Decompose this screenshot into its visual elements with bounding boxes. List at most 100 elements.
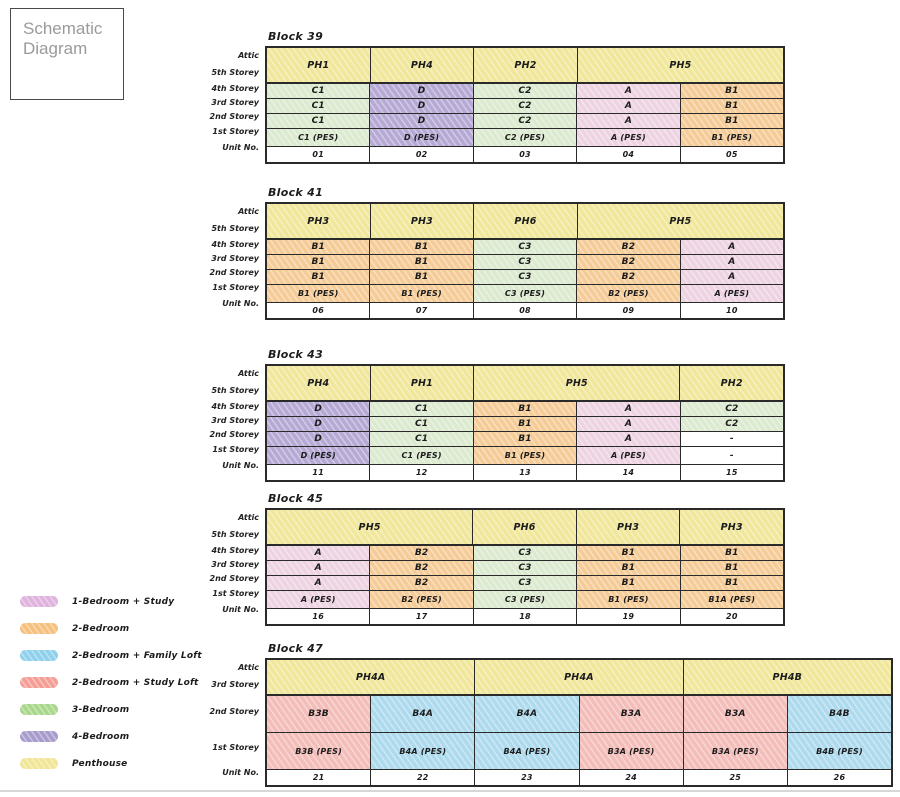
- block-block-45: Block 45 Attic 5th Storey 4th Storey 3rd Sto…: [210, 492, 785, 626]
- unit-number-cell: 21: [267, 770, 371, 785]
- storey-labels: Attic 3rd Storey 2nd Storey 1st Storey Unit …: [197, 659, 259, 780]
- unit-type-cell: C2: [472, 84, 577, 98]
- penthouse-label: PH1: [410, 377, 433, 389]
- unit-type-cell: B1 (PES): [576, 591, 680, 608]
- penthouse-cell: PH4B: [682, 660, 891, 694]
- storey-row: D (PES) C1 (PES) B1 (PES) A (PES) -: [267, 446, 784, 464]
- unit-type-label: B4A (PES): [503, 746, 551, 756]
- unit-type-label: D: [417, 116, 426, 126]
- unit-type-label: B1: [414, 257, 429, 267]
- penthouse-label: PH6: [514, 215, 537, 227]
- unit-type-cell: A (PES): [576, 129, 680, 146]
- unit-type-cell: A: [679, 255, 784, 269]
- unit-number: 06: [312, 306, 324, 315]
- unit-number: 17: [415, 612, 428, 621]
- unit-type-label: C1 (PES): [298, 133, 339, 142]
- storey-label: 1st Storey: [212, 445, 259, 454]
- storey-row: B3B B4A B4A B3A B3A B4B: [267, 694, 892, 732]
- unit-number-cell: 04: [576, 147, 680, 162]
- penthouse-label: PH4A: [564, 671, 594, 683]
- unit-type-label: C3: [518, 548, 532, 558]
- unit-number-cell: 03: [472, 147, 577, 162]
- unit-type-cell: B1: [472, 432, 577, 446]
- unit-type-label: B1: [725, 578, 739, 588]
- storey-row: A B2 C3 B1 B1: [267, 544, 784, 560]
- penthouse-cell: PH5: [576, 204, 783, 238]
- unit-type-cell: B1: [679, 576, 784, 590]
- unit-type-label: B1 (PES): [297, 289, 339, 298]
- unit-type-cell: C1 (PES): [267, 129, 370, 146]
- unit-number-cell: 13: [472, 465, 577, 480]
- unit-number-row: 11 12 13 14 15: [267, 464, 784, 480]
- unit-type-label: B3A: [620, 709, 642, 719]
- unit-number: 15: [726, 468, 738, 477]
- unit-type-cell: D (PES): [267, 447, 370, 464]
- penthouse-cell: PH1: [369, 366, 474, 400]
- unit-type-label: B4B: [829, 709, 850, 719]
- penthouse-cell: PH3: [369, 204, 474, 238]
- block-title: Block 47: [268, 642, 324, 655]
- penthouse-label: PH4A: [355, 671, 386, 683]
- penthouse-row: PH1 PH4 PH2 PH5: [267, 48, 783, 82]
- unit-type-label: B1: [725, 101, 739, 111]
- schematic-table: PH5 PH6 PH3 PH3 A B2 C3 B1 B1 A B2 C3 B1 B1 A B2 C3 B1 B1 A…: [265, 508, 785, 626]
- unit-type-cell: B2: [369, 546, 473, 560]
- unit-type-cell: B1 (PES): [472, 447, 577, 464]
- storey-label: Attic: [238, 663, 259, 672]
- unit-type-label: B2: [414, 578, 429, 588]
- unit-type-label: B1: [621, 578, 636, 588]
- unit-number-cell: 11: [267, 465, 370, 480]
- unit-number-cell: 06: [267, 303, 370, 318]
- unit-type-cell: B2 (PES): [576, 285, 680, 302]
- penthouse-cell: PH1: [267, 48, 370, 82]
- unit-type-label: C1: [414, 404, 429, 414]
- unit-number-row: 16 17 18 19 20: [267, 608, 784, 624]
- unit-number-cell: 25: [682, 770, 787, 785]
- unit-number-cell: 20: [679, 609, 784, 624]
- unit-type-label: A: [314, 563, 322, 573]
- penthouse-cell: PH6: [472, 510, 576, 544]
- unit-type-label: B2: [621, 272, 636, 282]
- unit-number-cell: 07: [369, 303, 473, 318]
- storey-label: 3rd Storey: [211, 97, 259, 107]
- penthouse-cell: PH2: [473, 48, 577, 82]
- bottom-divider: [0, 790, 900, 792]
- attic-band-labels: Attic 5th Storey: [197, 365, 259, 399]
- unit-type-cell: A (PES): [267, 591, 370, 608]
- unit-no-label: Unit No.: [222, 768, 259, 777]
- legend-item: 2-Bedroom + Family Loft: [20, 642, 202, 669]
- legend-label: 2-Bedroom + Family Loft: [72, 650, 202, 661]
- penthouse-row: PH4A PH4A PH4B: [267, 660, 891, 694]
- penthouse-label: PH3: [617, 521, 640, 533]
- unit-type-label: B1 (PES): [711, 133, 753, 142]
- unit-no-label: Unit No.: [222, 605, 259, 614]
- storey-label: 3rd Storey: [211, 253, 259, 263]
- unit-type-cell: B4A: [474, 696, 579, 732]
- penthouse-row: PH5 PH6 PH3 PH3: [267, 510, 783, 544]
- storey-label: 1st Storey: [212, 742, 259, 752]
- storey-row: B1 B1 C3 B2 A: [267, 269, 784, 284]
- unit-number-row: 01 02 03 04 05: [267, 146, 784, 162]
- unit-type-cell: B1: [369, 240, 473, 254]
- unit-type-cell: D: [369, 114, 473, 128]
- unit-number: 21: [312, 773, 325, 782]
- penthouse-label: PH4B: [772, 671, 803, 683]
- storey-label: 1st Storey: [212, 283, 259, 292]
- legend-label: 4-Bedroom: [72, 731, 130, 742]
- unit-type-label: B2: [414, 548, 429, 558]
- unit-type-label: A: [728, 242, 736, 252]
- block-title: Block 39: [268, 30, 324, 43]
- unit-number-cell: 08: [472, 303, 577, 318]
- storey-row: B1 (PES) B1 (PES) C3 (PES) B2 (PES) A (PES): [267, 284, 784, 302]
- penthouse-cell: PH4: [369, 48, 474, 82]
- penthouse-label: PH1: [307, 59, 330, 71]
- unit-number-row: 06 07 08 09 10: [267, 302, 784, 318]
- unit-type-cell: A: [576, 402, 680, 416]
- unit-no-label: Unit No.: [222, 143, 259, 152]
- legend-item: 2-Bedroom: [20, 615, 202, 642]
- storey-row: C1 D C2 A B1: [267, 113, 784, 128]
- unit-number-cell: 16: [267, 609, 370, 624]
- unit-type-label: A: [624, 419, 632, 429]
- storey-labels: Attic 5th Storey 4th Storey 3rd Storey 2nd S…: [197, 509, 259, 617]
- penthouse-cell: PH2: [679, 366, 783, 400]
